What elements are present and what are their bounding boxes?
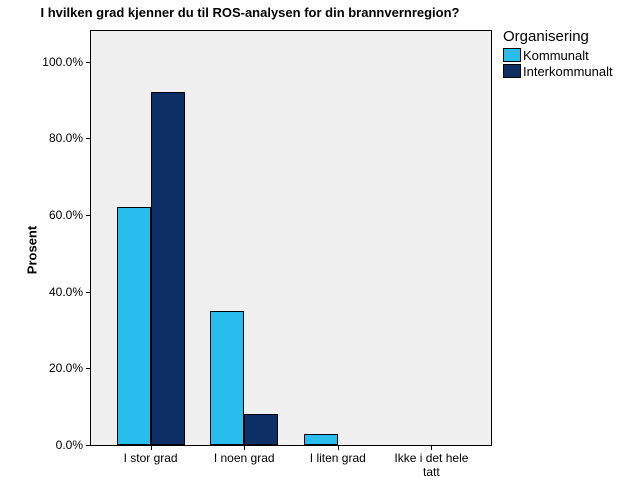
y-tick	[86, 215, 91, 216]
y-tick-label: 0.0%	[56, 438, 83, 452]
x-tick	[431, 445, 432, 450]
bar	[304, 434, 338, 446]
plot-area: 0.0%20.0%40.0%60.0%80.0%100.0%I stor gra…	[90, 30, 492, 446]
y-tick	[86, 445, 91, 446]
x-tick-label: I stor grad	[124, 451, 178, 465]
legend: Organisering KommunaltInterkommunalt	[503, 28, 623, 79]
chart-title: I hvilken grad kjenner du til ROS-analys…	[0, 5, 500, 20]
legend-item: Kommunalt	[503, 47, 623, 63]
y-tick	[86, 138, 91, 139]
y-tick-label: 100.0%	[42, 55, 83, 69]
y-tick-label: 20.0%	[49, 361, 83, 375]
legend-title: Organisering	[503, 28, 623, 45]
y-tick-label: 80.0%	[49, 131, 83, 145]
y-tick	[86, 368, 91, 369]
y-tick	[86, 62, 91, 63]
bar	[151, 92, 185, 445]
y-tick-label: 60.0%	[49, 208, 83, 222]
legend-swatch	[503, 48, 521, 62]
y-tick-label: 40.0%	[49, 285, 83, 299]
y-tick	[86, 292, 91, 293]
x-tick	[151, 445, 152, 450]
bar	[117, 207, 151, 445]
chart-container: I hvilken grad kjenner du til ROS-analys…	[0, 0, 629, 504]
legend-swatch	[503, 64, 521, 78]
x-tick-label: I noen grad	[214, 451, 275, 465]
bar	[210, 311, 244, 445]
legend-label: Kommunalt	[523, 48, 589, 63]
legend-label: Interkommunalt	[523, 64, 613, 79]
y-axis-label: Prosent	[25, 226, 40, 274]
x-tick	[244, 445, 245, 450]
x-tick	[338, 445, 339, 450]
legend-item: Interkommunalt	[503, 63, 623, 79]
x-tick-label: I liten grad	[310, 451, 366, 465]
bar	[244, 414, 278, 445]
x-tick-label: Ikke i det heletatt	[394, 451, 468, 480]
